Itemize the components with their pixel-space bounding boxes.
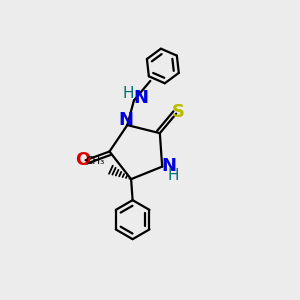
Text: N: N <box>133 89 148 107</box>
Text: O: O <box>75 151 90 169</box>
Text: CH₃: CH₃ <box>85 156 105 166</box>
Text: N: N <box>118 111 133 129</box>
Text: H: H <box>122 86 134 101</box>
Text: N: N <box>161 157 176 175</box>
Text: H: H <box>168 167 179 182</box>
Text: S: S <box>172 103 185 121</box>
